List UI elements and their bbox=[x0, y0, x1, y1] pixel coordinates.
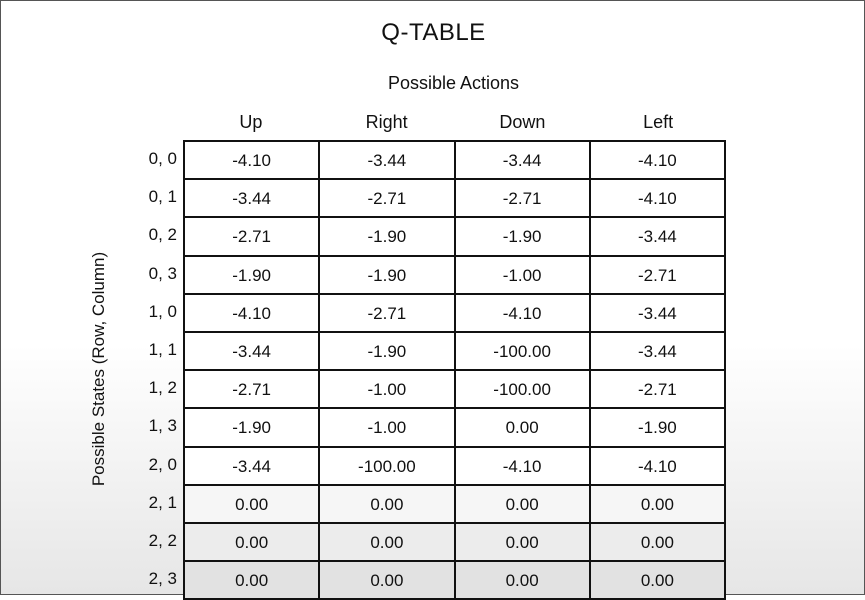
q-value-cell: -3.44 bbox=[185, 332, 321, 372]
q-value-cell: -3.44 bbox=[590, 333, 724, 372]
row-label: 0, 1 bbox=[148, 187, 177, 207]
row-label: 0, 2 bbox=[148, 225, 177, 245]
q-value-cell: -4.10 bbox=[185, 142, 321, 181]
table-row: -1.90 -1.90 -1.00 -2.71 bbox=[185, 256, 724, 295]
q-value-cell: -1.90 bbox=[185, 409, 321, 448]
q-value-cell: 0.00 bbox=[590, 523, 724, 563]
q-value-cell: -2.71 bbox=[590, 257, 724, 295]
q-value-cell: 0.00 bbox=[320, 485, 456, 524]
q-value-cell: 0.00 bbox=[455, 523, 591, 563]
table-row: -1.90 -1.00 0.00 -1.90 bbox=[185, 409, 724, 448]
q-value-cell: 0.00 bbox=[455, 485, 591, 524]
q-value-cell: -1.00 bbox=[320, 409, 456, 448]
table-row: 0.00 0.00 0.00 0.00 bbox=[185, 562, 724, 600]
q-value-cell: -1.90 bbox=[320, 256, 456, 295]
table-row: -3.44 -2.71 -2.71 -4.10 bbox=[185, 180, 724, 219]
states-axis-label: Possible States (Row, Column) bbox=[89, 251, 108, 487]
q-table-grid: -4.10 -3.44 -3.44 -4.10 -3.44 -2.71 -2.71 -4.10… bbox=[183, 140, 726, 600]
table-row: -4.10 -2.71 -4.10 -3.44 bbox=[185, 294, 724, 333]
q-value-cell: 0.00 bbox=[455, 409, 591, 448]
q-value-cell: 0.00 bbox=[455, 562, 591, 600]
table-row: -2.71 -1.90 -1.90 -3.44 bbox=[185, 218, 724, 257]
row-label: 2, 0 bbox=[148, 454, 177, 474]
q-value-cell: -1.90 bbox=[320, 332, 456, 372]
q-value-cell: -100.00 bbox=[320, 447, 456, 486]
actions-heading: Possible Actions bbox=[387, 73, 520, 93]
q-value-cell: -1.00 bbox=[455, 256, 591, 295]
column-header-left: Left bbox=[643, 112, 674, 132]
q-value-cell: 0.00 bbox=[320, 562, 456, 600]
q-value-cell: 0.00 bbox=[185, 523, 321, 563]
row-label: 2, 2 bbox=[148, 530, 177, 550]
q-value-cell: -1.00 bbox=[320, 371, 456, 410]
q-value-cell: 0.00 bbox=[590, 485, 724, 524]
q-value-cell: -4.10 bbox=[590, 448, 724, 486]
q-value-cell: -3.44 bbox=[455, 142, 591, 181]
table-row: 0.00 0.00 0.00 0.00 bbox=[185, 485, 724, 524]
q-value-cell: -3.44 bbox=[185, 180, 321, 219]
q-value-cell: -3.44 bbox=[185, 447, 321, 486]
row-label: 1, 0 bbox=[148, 301, 177, 321]
q-value-cell: -2.71 bbox=[185, 218, 321, 257]
q-value-cell: 0.00 bbox=[590, 562, 724, 600]
row-label: 2, 3 bbox=[148, 569, 177, 589]
table-row: -3.44 -100.00 -4.10 -4.10 bbox=[185, 447, 724, 486]
row-label: 1, 2 bbox=[148, 378, 177, 398]
q-value-cell: -3.44 bbox=[590, 218, 724, 257]
q-value-cell: -100.00 bbox=[455, 371, 591, 410]
q-value-cell: -2.71 bbox=[320, 294, 456, 333]
q-value-cell: -2.71 bbox=[185, 371, 321, 410]
q-value-cell: -2.71 bbox=[455, 180, 591, 219]
q-value-cell: 0.00 bbox=[185, 485, 321, 524]
q-value-cell: -1.90 bbox=[185, 256, 321, 295]
q-value-cell: -2.71 bbox=[590, 371, 724, 410]
row-label: 2, 1 bbox=[148, 492, 177, 512]
q-value-cell: -4.10 bbox=[455, 447, 591, 486]
column-header-down: Down bbox=[499, 112, 546, 132]
table-row: 0.00 0.00 0.00 0.00 bbox=[185, 523, 724, 563]
q-value-cell: -1.90 bbox=[455, 218, 591, 257]
row-label: 0, 3 bbox=[148, 263, 177, 283]
q-value-cell: -3.44 bbox=[320, 142, 456, 181]
table-row: -4.10 -3.44 -3.44 -4.10 bbox=[185, 142, 724, 181]
table-row: -2.71 -1.00 -100.00 -2.71 bbox=[185, 371, 724, 410]
page-title: Q-TABLE bbox=[381, 19, 486, 46]
row-label: 1, 3 bbox=[148, 416, 177, 436]
column-header-up: Up bbox=[239, 112, 263, 132]
q-value-cell: -100.00 bbox=[455, 332, 591, 372]
column-headers: Up Right Down Left bbox=[183, 112, 726, 136]
q-value-cell: -1.90 bbox=[590, 409, 724, 448]
q-value-cell: 0.00 bbox=[320, 523, 456, 563]
row-labels: 0, 0 0, 1 0, 2 0, 3 1, 0 1, 1 1, 2 1, 3 2, 0 2, 1… bbox=[117, 140, 177, 598]
q-value-cell: 0.00 bbox=[185, 562, 321, 600]
q-value-cell: -3.44 bbox=[590, 295, 724, 333]
column-header-right: Right bbox=[365, 112, 408, 132]
q-value-cell: -1.90 bbox=[320, 218, 456, 257]
row-label: 0, 0 bbox=[148, 149, 177, 168]
q-value-cell: -2.71 bbox=[320, 180, 456, 219]
table-row: -3.44 -1.90 -100.00 -3.44 bbox=[185, 332, 724, 372]
q-value-cell: -4.10 bbox=[455, 294, 591, 333]
q-value-cell: -4.10 bbox=[590, 180, 724, 219]
q-value-cell: -4.10 bbox=[590, 142, 724, 181]
row-label: 1, 1 bbox=[148, 339, 177, 359]
q-value-cell: -4.10 bbox=[185, 294, 321, 333]
